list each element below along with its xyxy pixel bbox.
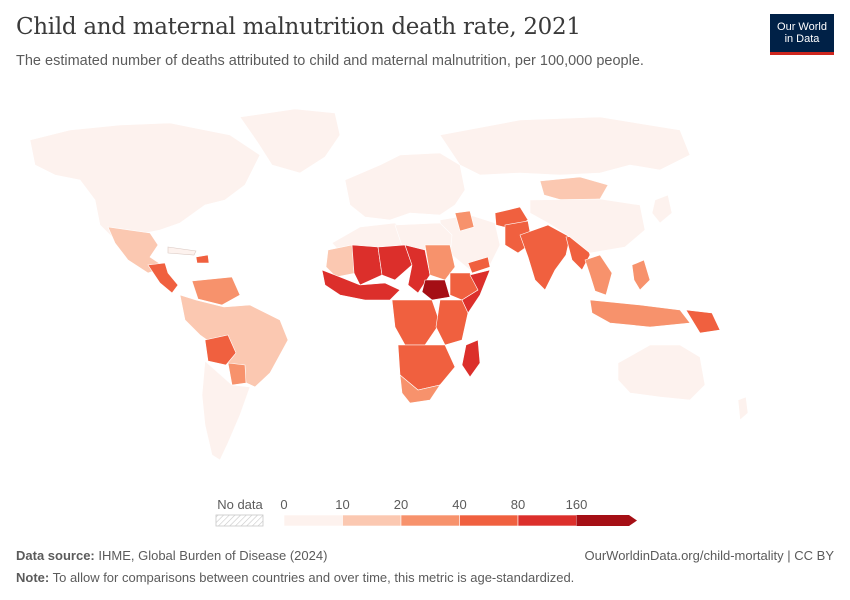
region-haiti[interactable]	[195, 254, 210, 264]
legend-tick-10: 10	[335, 497, 349, 512]
legend-no-data-label: No data	[217, 497, 263, 512]
region-europe[interactable]	[344, 152, 466, 221]
region-mali[interactable]	[351, 244, 383, 286]
footnote: Note: To allow for comparisons between c…	[16, 570, 574, 585]
region-southeast-asia[interactable]	[584, 254, 613, 296]
region-central-africa[interactable]	[391, 299, 441, 346]
legend-swatch-3	[459, 514, 519, 527]
region-russia[interactable]	[439, 116, 691, 176]
chart-title: Child and maternal malnutrition death ra…	[16, 14, 581, 40]
footnote-label: Note:	[16, 570, 50, 585]
data-source-text: IHME, Global Burden of Disease (2024)	[98, 548, 328, 563]
region-mauritania[interactable]	[325, 244, 357, 278]
legend-swatch-1	[342, 514, 402, 527]
data-source: Data source: IHME, Global Burden of Dise…	[16, 548, 327, 563]
region-north-america[interactable]	[29, 122, 261, 241]
region-bolivia[interactable]	[204, 334, 237, 366]
legend-swatch-4	[517, 514, 577, 527]
region-china[interactable]	[529, 198, 646, 254]
legend-swatch-0	[283, 514, 343, 527]
legend-no-data-swatch	[215, 514, 264, 527]
region-australia[interactable]	[617, 344, 706, 401]
region-yemen[interactable]	[467, 256, 491, 274]
region-india[interactable]	[519, 224, 571, 291]
legend-swatch-5	[576, 515, 637, 526]
region-east-africa[interactable]	[435, 299, 469, 346]
region-central-america[interactable]	[147, 262, 179, 294]
data-source-label: Data source:	[16, 548, 95, 563]
region-south-sudan[interactable]	[421, 279, 451, 301]
legend-swatch-2	[400, 514, 460, 527]
region-japan[interactable]	[651, 194, 673, 224]
owid-logo[interactable]: Our World in Data	[770, 14, 834, 55]
legend-tick-20: 20	[394, 497, 408, 512]
region-paraguay[interactable]	[227, 362, 247, 386]
region-south-america[interactable]	[179, 294, 289, 388]
region-south-africa[interactable]	[399, 374, 441, 404]
map-legend: No data 0 10 20 40 80 160	[0, 495, 850, 535]
region-niger[interactable]	[377, 244, 413, 281]
source-link[interactable]: OurWorldinData.org/child-mortality | CC …	[584, 548, 835, 563]
region-iraq[interactable]	[454, 210, 475, 232]
legend-tick-0: 0	[280, 497, 287, 512]
region-new-zealand[interactable]	[737, 396, 749, 421]
region-greenland[interactable]	[239, 108, 341, 174]
footnote-text: To allow for comparisons between countri…	[52, 570, 575, 585]
region-venezuela[interactable]	[191, 276, 241, 306]
map-svg[interactable]	[0, 95, 850, 495]
region-chad[interactable]	[404, 244, 431, 294]
world-map[interactable]	[0, 95, 850, 495]
legend-tick-80: 80	[511, 497, 525, 512]
region-argentina[interactable]	[201, 360, 251, 461]
chart-subtitle: The estimated number of deaths attribute…	[16, 53, 644, 69]
legend-tick-160: 160	[566, 497, 588, 512]
region-mongolia[interactable]	[539, 176, 609, 202]
legend-tick-40: 40	[452, 497, 466, 512]
logo-line-2: in Data	[784, 33, 820, 45]
region-philippines[interactable]	[631, 259, 651, 291]
region-west-africa-coast[interactable]	[321, 269, 401, 301]
logo-line-1: Our World	[777, 21, 827, 33]
region-indonesia[interactable]	[589, 299, 691, 328]
region-madagascar[interactable]	[461, 339, 481, 378]
region-papua-new-guinea[interactable]	[685, 309, 721, 334]
